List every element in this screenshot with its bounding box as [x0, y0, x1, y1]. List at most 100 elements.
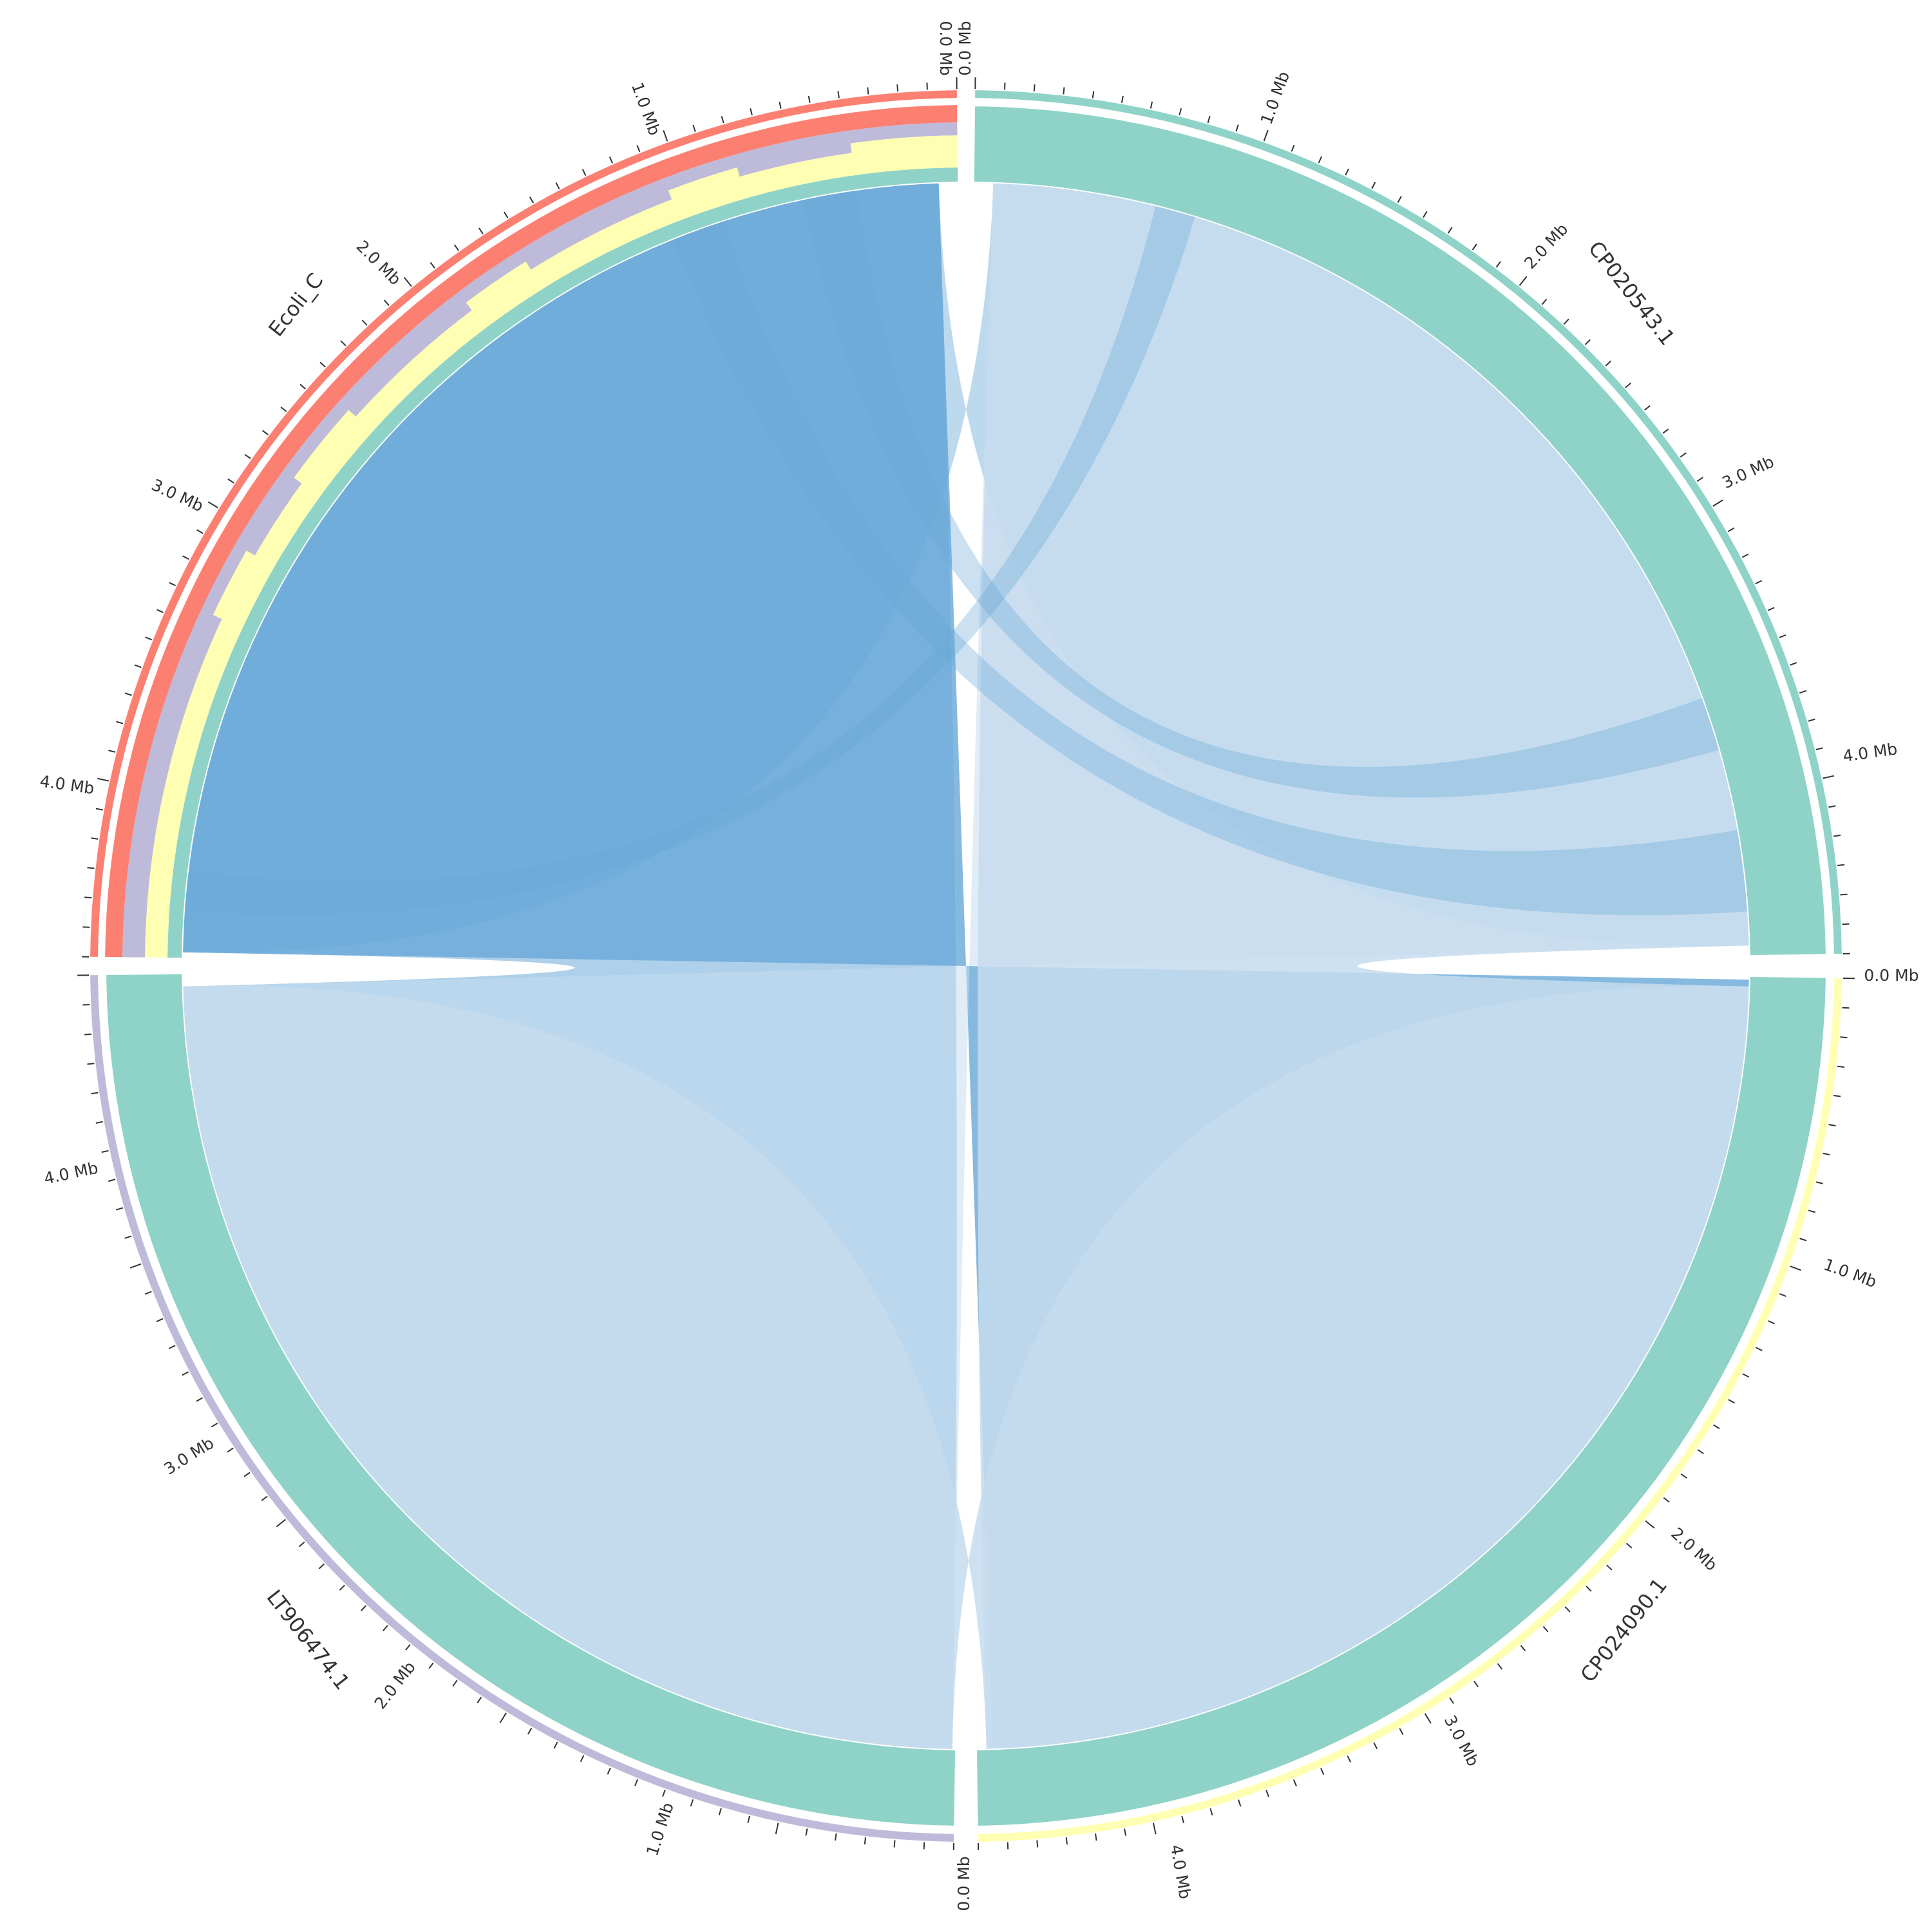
tick-mark — [1742, 554, 1748, 557]
tick-mark — [244, 1473, 250, 1477]
tick-mark — [1800, 1238, 1807, 1241]
tick-mark — [245, 455, 251, 459]
tick-mark — [722, 117, 724, 124]
tick-mark — [1698, 1450, 1703, 1454]
tick-mark — [530, 197, 534, 204]
tick-mark — [96, 809, 103, 810]
tick-label-cp024090-2mb: 2.0 Mb — [1667, 1524, 1721, 1575]
tick-mark — [1625, 383, 1631, 388]
tick-mark — [1607, 1565, 1612, 1570]
tick-mark — [145, 1292, 151, 1294]
segment-name-ecoli-c: Ecoli_C — [263, 269, 328, 341]
tick-mark — [779, 102, 781, 109]
tick-mark — [610, 156, 612, 163]
tick-mark — [1565, 1607, 1570, 1612]
tick-mark — [1681, 1474, 1687, 1478]
tick-mark — [125, 693, 132, 695]
tick-mark — [554, 1742, 557, 1748]
tick-mark — [528, 1728, 532, 1734]
tick-mark — [1266, 1790, 1269, 1797]
tick-mark — [88, 867, 95, 868]
tick-mark — [1095, 1833, 1097, 1841]
tick-mark — [404, 278, 412, 287]
tick-mark — [663, 130, 667, 141]
tick-mark — [1714, 1425, 1719, 1429]
tick-mark — [1448, 227, 1452, 233]
tick-mark — [1768, 608, 1774, 611]
tick-label-cp024090-1mb: 1.0 Mb — [1821, 1255, 1879, 1291]
tick-mark — [108, 750, 115, 752]
tick-mark — [1543, 1627, 1548, 1632]
tick-mark — [1713, 500, 1723, 507]
tick-mark — [1768, 1321, 1775, 1323]
tick-mark — [1728, 528, 1734, 532]
tick-mark — [1833, 835, 1841, 837]
tick-mark — [1519, 276, 1526, 285]
tick-mark — [838, 91, 839, 99]
tick-mark — [1182, 1816, 1184, 1823]
tick-mark — [1474, 1681, 1478, 1687]
tick-mark — [130, 1264, 141, 1268]
tick-label-cp024090-4mb: 4.0 Mb — [1167, 1843, 1195, 1900]
tick-label-lt906474-3mb: 3.0 Mb — [161, 1434, 218, 1479]
tick-mark — [1372, 182, 1375, 189]
tick-label-lt906474-0mb: 0.0 Mb — [954, 1856, 973, 1911]
tick-mark — [835, 1833, 837, 1841]
tick-mark — [556, 183, 559, 189]
tick-mark — [1779, 1294, 1786, 1296]
segment-name-cp020543: CP020543.1 — [1584, 236, 1680, 350]
tick-mark — [1063, 88, 1064, 95]
tick-mark — [108, 1179, 115, 1181]
tick-mark — [383, 1625, 388, 1631]
tick-mark — [663, 1790, 665, 1796]
tick-mark — [1627, 1543, 1632, 1548]
tick-mark — [211, 1423, 217, 1427]
tick-mark — [1728, 1399, 1735, 1403]
tick-mark — [384, 300, 389, 305]
tick-mark — [84, 897, 91, 898]
tick-mark — [1496, 261, 1501, 267]
tick-mark — [320, 362, 325, 367]
synteny-links — [183, 184, 1749, 1749]
tick-mark — [1423, 211, 1427, 217]
tick-mark — [429, 1663, 433, 1669]
tick-mark — [1743, 1374, 1749, 1377]
tick-mark — [1823, 776, 1834, 779]
tick-mark — [453, 1680, 457, 1686]
tick-mark — [96, 1122, 103, 1123]
tick-mark — [1179, 108, 1181, 115]
tick-mark — [1680, 453, 1686, 457]
tick-mark — [1321, 1768, 1323, 1775]
tick-mark — [719, 1808, 721, 1815]
tick-mark — [183, 556, 189, 559]
tick-mark — [1151, 102, 1152, 109]
tick-mark — [500, 1713, 507, 1723]
tick-label-lt906474-2mb: 2.0 Mb — [371, 1658, 419, 1712]
tick-mark — [319, 1564, 324, 1569]
tick-mark — [1210, 1808, 1212, 1815]
tick-mark — [1292, 145, 1294, 151]
tick-label-ecoli-4mb: 4.0 Mb — [39, 772, 95, 798]
tick-mark — [1208, 116, 1210, 123]
tick-label-lt906474-4mb: 4.0 Mb — [43, 1159, 100, 1188]
tick-label-ecoli-0mb: 0.0 Mb — [936, 21, 955, 75]
tick-mark — [169, 1345, 175, 1349]
tick-label-cp020543-2mb: 2.0 Mb — [1520, 220, 1571, 272]
tick-mark — [776, 1823, 779, 1834]
tick-mark — [1837, 865, 1844, 866]
tick-mark — [583, 169, 586, 176]
tick-mark — [156, 610, 163, 612]
tick-mark — [477, 1697, 481, 1703]
tick-mark — [1645, 406, 1651, 410]
tick-mark — [1645, 1521, 1654, 1528]
tick-mark — [227, 1448, 233, 1452]
tick-mark — [91, 838, 99, 839]
tick-mark — [897, 84, 898, 91]
segment-name-lt906474: LT906474.1 — [262, 1585, 355, 1694]
tick-mark — [608, 1768, 611, 1774]
tick-mark — [362, 320, 367, 325]
tick-mark — [1756, 581, 1762, 584]
tick-mark — [750, 108, 752, 115]
tick-label-ecoli-1mb: 1.0 Mb — [628, 80, 664, 138]
